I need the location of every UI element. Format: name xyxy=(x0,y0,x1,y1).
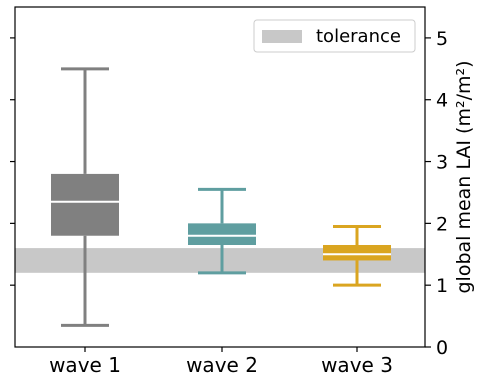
iqr-box xyxy=(323,245,391,261)
legend: tolerance xyxy=(253,19,416,53)
x-tick-label: wave 1 xyxy=(49,353,121,377)
x-tick-label: wave 3 xyxy=(321,353,393,377)
y-tick-label: 5 xyxy=(436,28,448,50)
y-tick-label: 4 xyxy=(436,90,448,112)
x-tick-label: wave 2 xyxy=(186,353,258,377)
y-tick-label: 2 xyxy=(436,213,448,235)
box-2 xyxy=(188,187,256,275)
legend-frame xyxy=(253,19,416,53)
plot-frame xyxy=(14,6,426,348)
legend-swatch xyxy=(262,30,302,43)
box-1 xyxy=(51,67,119,327)
y-tick-label: 0 xyxy=(436,337,448,359)
y-axis-label: global mean LAI (m²/m²) xyxy=(453,60,475,293)
y-tick-label: 3 xyxy=(436,152,448,174)
iqr-box xyxy=(51,173,119,236)
box-3 xyxy=(323,224,391,287)
y-tick-label: 1 xyxy=(436,275,448,297)
iqr-box xyxy=(188,223,256,245)
legend-label: tolerance xyxy=(316,26,401,47)
